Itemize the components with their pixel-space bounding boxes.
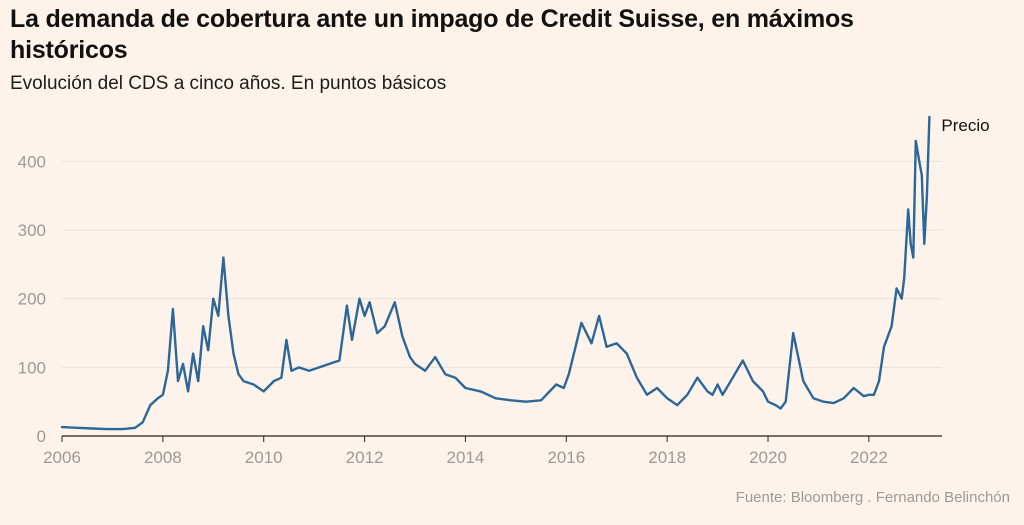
y-tick-label: 400 bbox=[18, 152, 46, 171]
x-tick-label: 2006 bbox=[43, 448, 81, 467]
x-tick-label: 2018 bbox=[648, 448, 686, 467]
x-tick-label: 2008 bbox=[144, 448, 182, 467]
x-tick-label: 2012 bbox=[346, 448, 384, 467]
x-tick-label: 2010 bbox=[245, 448, 283, 467]
chart-title: La demanda de cobertura ante un impago d… bbox=[10, 5, 854, 64]
y-tick-label: 300 bbox=[18, 221, 46, 240]
grid-lines bbox=[62, 160, 942, 368]
chart-subtitle: Evolución del CDS a cinco años. En punto… bbox=[10, 73, 447, 94]
y-tick-label: 100 bbox=[18, 358, 46, 377]
y-tick-label: 200 bbox=[18, 290, 46, 309]
source-note: Fuente: Bloomberg . Fernando Belinchón bbox=[735, 489, 1010, 506]
y-tick-label: 0 bbox=[37, 427, 46, 446]
x-tick-label: 2020 bbox=[749, 448, 787, 467]
y-axis-ticks: 0 100 200 300 400 bbox=[18, 152, 46, 446]
series-line-precio bbox=[60, 115, 931, 431]
x-tick-label: 2014 bbox=[447, 448, 485, 467]
x-tick-label: 2016 bbox=[547, 448, 585, 467]
x-tick-label: 2022 bbox=[850, 448, 888, 467]
series-label-precio: Precio bbox=[941, 116, 989, 135]
x-axis-ticks: 2006 2008 2010 2012 2014 2016 2018 2020 2022 bbox=[43, 436, 888, 467]
